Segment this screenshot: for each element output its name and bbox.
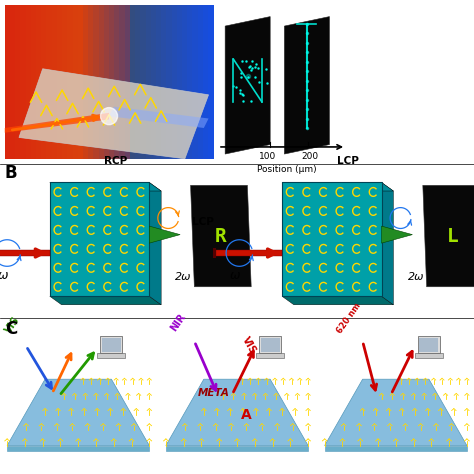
Polygon shape	[282, 296, 393, 305]
Bar	[78, 5, 84, 159]
Bar	[259, 336, 281, 353]
Polygon shape	[50, 182, 161, 191]
Bar	[419, 337, 438, 352]
Bar	[151, 5, 157, 159]
Bar	[20, 5, 27, 159]
Bar	[187, 5, 193, 159]
Bar	[50, 182, 149, 296]
Bar	[10, 5, 16, 159]
Polygon shape	[225, 17, 270, 154]
Bar	[140, 5, 146, 159]
Bar	[415, 353, 443, 358]
Polygon shape	[0, 250, 50, 256]
Polygon shape	[216, 250, 282, 256]
Text: Position (μm): Position (μm)	[257, 165, 317, 174]
Bar	[15, 5, 21, 159]
Bar	[198, 5, 204, 159]
Text: RCP: RCP	[104, 155, 128, 165]
Bar	[62, 5, 68, 159]
Bar	[172, 5, 178, 159]
Polygon shape	[19, 69, 209, 159]
Polygon shape	[149, 182, 161, 305]
Text: 200: 200	[301, 152, 318, 161]
Text: LCP: LCP	[192, 217, 214, 227]
Bar	[57, 5, 63, 159]
Bar	[52, 5, 58, 159]
Text: VIS: VIS	[240, 335, 258, 356]
Bar	[192, 5, 199, 159]
Bar	[98, 353, 125, 358]
Bar	[36, 5, 42, 159]
Bar	[146, 5, 152, 159]
Bar	[119, 5, 126, 159]
Bar	[93, 5, 100, 159]
Bar	[161, 5, 167, 159]
Bar	[99, 5, 105, 159]
Polygon shape	[7, 379, 149, 446]
Bar	[100, 336, 122, 353]
Bar	[5, 5, 11, 159]
Bar	[31, 5, 37, 159]
Bar	[26, 5, 32, 159]
Text: 620 nm: 620 nm	[336, 301, 363, 335]
Text: ω: ω	[0, 269, 8, 282]
Polygon shape	[191, 185, 251, 287]
Text: META: META	[197, 388, 229, 399]
Polygon shape	[50, 296, 161, 305]
Bar	[114, 5, 120, 159]
Bar	[88, 5, 94, 159]
Circle shape	[100, 108, 118, 125]
Bar	[41, 5, 47, 159]
Bar	[109, 5, 115, 159]
Text: 2ω: 2ω	[175, 272, 192, 282]
Bar	[83, 5, 89, 159]
Bar	[73, 5, 79, 159]
Polygon shape	[213, 248, 216, 258]
Bar	[177, 5, 183, 159]
Bar	[261, 337, 280, 352]
Polygon shape	[149, 226, 180, 243]
Bar	[282, 182, 382, 296]
Bar	[208, 5, 214, 159]
Polygon shape	[382, 182, 393, 305]
Text: 2ω: 2ω	[408, 272, 424, 282]
Text: C: C	[5, 320, 17, 338]
Polygon shape	[423, 185, 474, 287]
Bar	[203, 5, 209, 159]
Bar	[182, 5, 188, 159]
Bar	[256, 353, 284, 358]
Polygon shape	[284, 17, 329, 154]
Polygon shape	[5, 113, 109, 133]
Bar	[46, 5, 53, 159]
Bar	[67, 5, 73, 159]
Bar	[418, 336, 440, 353]
Text: R: R	[215, 227, 227, 246]
Polygon shape	[166, 446, 308, 451]
Polygon shape	[382, 226, 412, 243]
Text: B: B	[5, 164, 18, 182]
Bar	[156, 5, 162, 159]
Bar	[166, 5, 173, 159]
Polygon shape	[325, 446, 467, 451]
Polygon shape	[282, 182, 393, 191]
Text: A: A	[241, 408, 252, 422]
Bar	[130, 5, 136, 159]
Text: ω: ω	[230, 269, 240, 282]
Text: LCP: LCP	[337, 155, 358, 165]
Text: VIS: VIS	[3, 315, 21, 335]
Polygon shape	[325, 379, 467, 446]
Bar	[104, 5, 110, 159]
Polygon shape	[166, 379, 308, 446]
Polygon shape	[7, 446, 149, 451]
Bar	[125, 5, 131, 159]
Bar	[135, 5, 141, 159]
Text: NIR: NIR	[169, 311, 188, 333]
Polygon shape	[109, 107, 209, 128]
Text: 100: 100	[259, 152, 276, 161]
Bar	[102, 337, 121, 352]
Text: L: L	[447, 227, 459, 246]
